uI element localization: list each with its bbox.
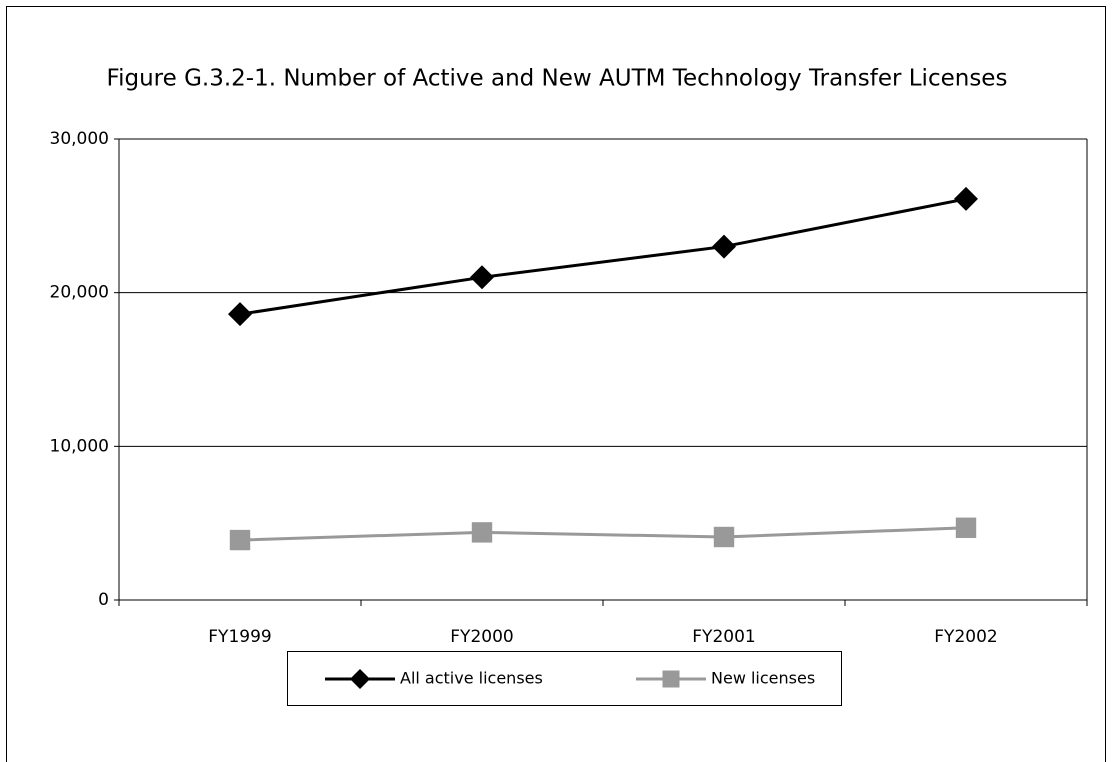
legend-marker xyxy=(662,670,680,688)
data-point xyxy=(229,529,251,551)
x-tick-label: FY2002 xyxy=(934,627,997,647)
y-tick-label: 0 xyxy=(98,590,109,610)
chart-title: Figure G.3.2-1. Number of Active and New… xyxy=(107,66,1008,92)
chart-frame xyxy=(6,6,1106,762)
data-point xyxy=(470,265,494,290)
x-tick-label: FY2000 xyxy=(450,627,513,647)
y-tick-label: 30,000 xyxy=(50,129,109,149)
series-line xyxy=(239,526,967,542)
x-tick-label: FY1999 xyxy=(208,627,271,647)
legend-label: All active licenses xyxy=(400,669,543,688)
y-tick-label: 10,000 xyxy=(50,436,109,456)
data-point xyxy=(712,234,736,259)
series-line xyxy=(239,197,967,316)
data-point xyxy=(955,517,977,538)
data-point xyxy=(713,526,735,548)
legend-marker xyxy=(350,669,370,689)
data-point xyxy=(954,186,978,211)
x-tick-label: FY2001 xyxy=(692,627,755,647)
y-tick-label: 20,000 xyxy=(50,283,109,303)
data-point xyxy=(228,302,252,327)
legend-label: New licenses xyxy=(711,669,815,688)
data-point xyxy=(471,522,493,543)
